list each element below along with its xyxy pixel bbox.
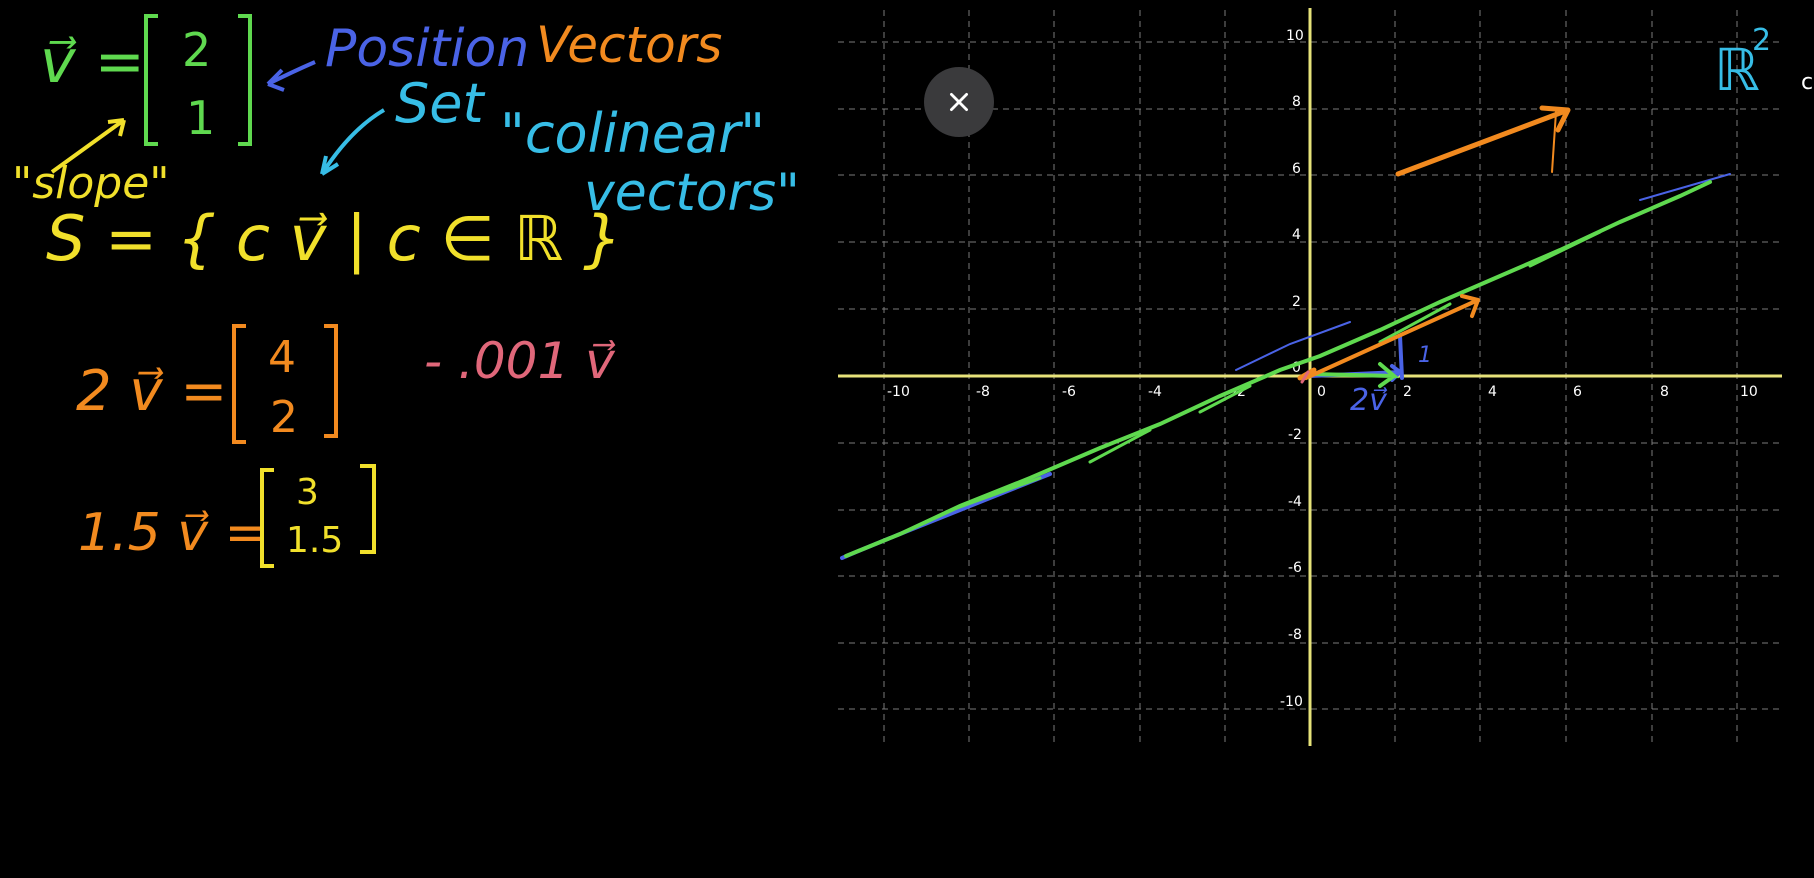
x-tick-label: 0 [1317,384,1326,400]
v-bracket-right [238,14,252,146]
x-tick-label: -4 [1148,384,1162,400]
collinear-label: "colinear" [500,102,765,165]
two-v-graph-label: 2v⃗ [1350,383,1388,418]
y-tick-label: 4 [1292,227,1301,243]
slope-label: "slope" [12,158,170,209]
pink-origin-mark [1300,370,1310,384]
vectors-word: Vectors [536,16,722,74]
x-tick-label: 8 [1660,384,1669,400]
small-multiple: - .001 v⃗ [424,332,616,390]
v-component-bottom: 1 [186,91,215,145]
slope-arrow [50,118,126,174]
two-v-bracket-left [232,324,246,444]
position-arrow [266,60,316,92]
orange-vector-long [1395,105,1571,177]
y-tick-label: 8 [1292,94,1301,110]
x-tick-label: 10 [1740,384,1758,400]
green-line-overlay [944,230,1602,514]
one-five-bracket-right [360,464,376,554]
y-tick-labels: 10 8 6 4 2 0 -2 -4 -6 -8 -10 [1280,28,1304,710]
coordinate-graph: -10 -8 -6 -4 -2 0 2 4 6 8 10 10 8 6 4 2 … [838,8,1782,746]
orange-vector-short [1304,294,1480,380]
set-definition: S = { c v⃗ | c ∈ ℝ } [46,202,622,276]
x-tick-labels: -10 -8 -6 -4 -2 0 2 4 6 8 10 [887,384,1758,400]
x-tick-label: 6 [1573,384,1582,400]
v-definition-lhs: v⃗ = [40,27,145,97]
one-five-component-bottom: 1.5 [286,520,343,561]
notes-area: v⃗ = 2 1 Position Vectors "slope" Set "c… [12,14,800,568]
close-button[interactable] [924,67,994,137]
x-tick-label: 2 [1403,384,1412,400]
green-vector-arrow [1310,362,1400,388]
set-label: Set [395,72,486,135]
close-icon [950,93,968,111]
one-five-v-lhs: 1.5 v⃗ = [78,503,268,563]
y-tick-label: -4 [1288,494,1302,510]
y-tick-label: -10 [1280,694,1303,710]
vector-v-vertical [1398,334,1404,380]
y-tick-label: -2 [1288,427,1302,443]
r2-label: ℝ [1714,36,1760,104]
blue-line-thin-upper [1235,321,1351,371]
one-five-component-top: 3 [296,472,319,513]
y-tick-label: 0 [1292,360,1301,376]
blue-line-thin-far [1639,173,1731,201]
two-v-bracket-right [324,324,338,438]
collinear-vectors-label: vectors" [584,163,800,223]
v-bracket-left [144,14,158,146]
x-tick-label: -8 [976,384,990,400]
set-arrow [320,108,386,176]
y-tick-label: 2 [1292,294,1301,310]
edge-letter: c [1801,70,1814,95]
one-five-bracket-left [260,468,274,568]
x-tick-label: 4 [1488,384,1497,400]
y-tick-label: -8 [1288,627,1302,643]
two-v-lhs: 2 v⃗ = [76,359,227,424]
x-tick-label: -6 [1062,384,1076,400]
y-tick-label: -6 [1288,560,1302,576]
orange-vector-tick [1551,111,1557,173]
position-word: Position [325,19,529,79]
y-tick-label: 10 [1286,28,1304,44]
r2-exponent: 2 [1752,23,1771,58]
two-v-component-bottom: 2 [270,392,298,443]
y-tick-label: 6 [1292,161,1301,177]
x-tick-label: -10 [887,384,910,400]
two-v-component-top: 4 [268,332,296,383]
ink-strokes: 2v⃗ 1 [840,105,1731,560]
v-component-top: 2 [182,23,211,77]
component-one-label: 1 [1418,343,1432,368]
